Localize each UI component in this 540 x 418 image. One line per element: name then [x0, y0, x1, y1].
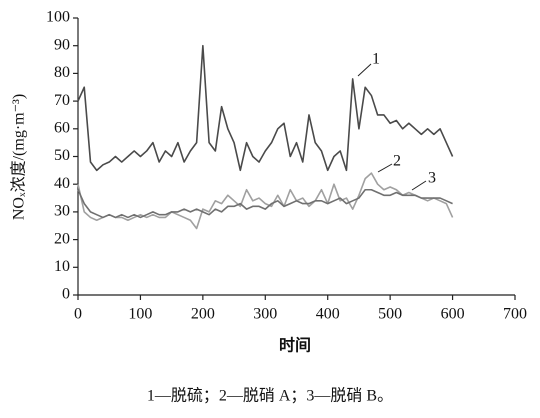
x-tick-label: 100: [128, 306, 152, 323]
y-tick-label: 40: [54, 175, 70, 192]
x-tick-label: 500: [378, 306, 402, 323]
x-tick-label: 600: [441, 306, 465, 323]
series-line: [77, 44, 454, 172]
x-tick-label: 400: [316, 306, 340, 323]
annotation: 2: [393, 153, 401, 170]
y-tick-label: 70: [54, 92, 70, 109]
y-tick-label: 30: [54, 203, 70, 220]
x-axis-label: 时间: [279, 336, 311, 355]
y-tick-label: 10: [54, 258, 70, 275]
y-tick-label: 50: [54, 147, 70, 164]
x-tick-label: 0: [74, 306, 82, 323]
series-line: [77, 188, 453, 219]
caption: 1—脱硫；2—脱硝 A；3—脱硝 B。: [147, 387, 393, 405]
y-tick-label: 80: [54, 64, 70, 81]
y-axis-label: NOₓ浓度/(mg·m⁻³): [10, 94, 28, 220]
annotation-leader: [357, 63, 372, 77]
y-tick-label: 20: [54, 230, 70, 247]
y-tick-label: 60: [54, 119, 70, 136]
x-tick-label: 700: [503, 306, 527, 323]
y-tick-label: 90: [54, 36, 70, 53]
x-tick-label: 200: [191, 306, 215, 323]
annotation-leader: [377, 163, 393, 173]
y-tick-label: 0: [62, 286, 70, 303]
series-line: [77, 172, 454, 230]
annotation: 1: [372, 51, 380, 68]
annotation-leader: [411, 180, 427, 191]
annotation: 3: [428, 170, 436, 187]
x-tick-label: 300: [253, 306, 277, 323]
y-tick-label: 100: [46, 9, 70, 26]
